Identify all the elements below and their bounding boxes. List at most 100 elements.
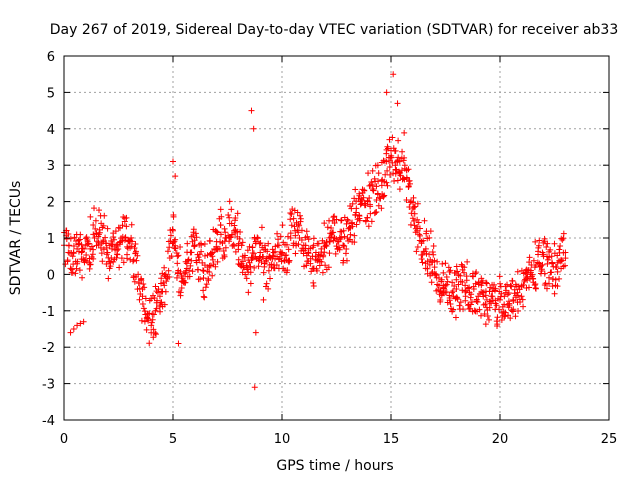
data-point	[414, 227, 421, 234]
data-point	[104, 225, 111, 232]
data-point	[457, 299, 464, 306]
data-point	[87, 245, 94, 252]
data-point	[146, 340, 153, 347]
data-point	[141, 284, 148, 291]
data-point	[152, 307, 159, 314]
data-point	[508, 307, 515, 314]
data-point	[196, 256, 203, 263]
data-point	[371, 175, 378, 182]
data-point	[352, 186, 359, 193]
data-point	[330, 214, 337, 221]
data-point	[161, 282, 168, 289]
data-point	[375, 178, 382, 185]
data-point	[534, 259, 541, 266]
data-point	[222, 229, 229, 236]
y-tick-label: 0	[47, 268, 55, 283]
x-tick-label: 5	[169, 432, 177, 447]
data-point	[187, 262, 194, 269]
data-point	[256, 254, 263, 261]
data-point	[200, 293, 207, 300]
data-point	[378, 177, 385, 184]
data-point	[230, 241, 237, 248]
data-point	[536, 237, 543, 244]
data-point	[276, 255, 283, 262]
data-point	[430, 242, 437, 249]
data-point	[361, 202, 368, 209]
data-point	[79, 274, 86, 281]
data-point	[228, 231, 235, 238]
data-point	[134, 252, 141, 259]
data-point	[405, 184, 412, 191]
data-point	[131, 244, 138, 251]
data-point	[128, 221, 135, 228]
data-point	[397, 172, 404, 179]
data-point	[239, 258, 246, 265]
data-point	[336, 246, 343, 253]
data-point	[347, 231, 354, 238]
data-point	[222, 244, 229, 251]
x-tick-label: 25	[601, 432, 618, 447]
data-point	[497, 280, 504, 287]
data-point	[221, 252, 228, 259]
data-point	[236, 235, 243, 242]
data-point	[475, 278, 482, 285]
data-point	[460, 306, 467, 313]
data-point	[478, 312, 484, 319]
data-point	[289, 206, 296, 213]
data-point	[150, 326, 157, 333]
data-point	[547, 246, 554, 253]
data-point	[365, 170, 372, 177]
data-point	[416, 232, 423, 239]
data-point	[479, 277, 486, 284]
data-point	[332, 250, 339, 257]
data-point	[523, 275, 530, 282]
data-point	[67, 235, 74, 242]
data-point	[549, 276, 556, 283]
data-point	[222, 235, 229, 241]
data-point	[87, 261, 94, 268]
data-point	[331, 213, 338, 220]
data-point	[83, 234, 90, 241]
data-point	[166, 273, 173, 280]
data-point	[279, 249, 285, 256]
data-point	[158, 275, 165, 282]
data-point	[523, 270, 530, 277]
data-point	[65, 230, 72, 237]
data-point	[116, 264, 123, 271]
data-point	[514, 289, 521, 296]
data-point	[557, 242, 564, 249]
data-point	[297, 212, 304, 219]
data-point	[435, 275, 442, 282]
data-point	[95, 241, 102, 248]
data-point	[556, 275, 563, 282]
data-point	[297, 215, 304, 222]
data-point	[492, 285, 499, 292]
data-point	[117, 238, 124, 245]
data-point	[87, 213, 94, 220]
data-point	[446, 268, 453, 275]
x-tick-label: 10	[274, 432, 291, 447]
data-point	[450, 306, 457, 313]
data-point	[552, 276, 559, 283]
data-point	[405, 166, 412, 173]
data-point	[421, 217, 428, 224]
data-point	[195, 254, 202, 261]
data-point	[259, 253, 266, 260]
data-point	[111, 236, 118, 243]
data-point	[540, 253, 547, 260]
data-point	[258, 224, 265, 231]
data-point	[113, 242, 120, 249]
data-point	[298, 227, 305, 234]
data-point	[74, 245, 81, 252]
data-point	[168, 253, 175, 260]
data-point	[414, 200, 421, 207]
y-tick-label: 6	[47, 50, 55, 65]
data-point	[123, 214, 130, 221]
data-point	[209, 272, 216, 279]
data-point	[91, 235, 98, 241]
data-point	[426, 251, 433, 258]
data-point	[353, 209, 360, 216]
data-point	[285, 246, 292, 253]
data-point	[414, 216, 421, 223]
